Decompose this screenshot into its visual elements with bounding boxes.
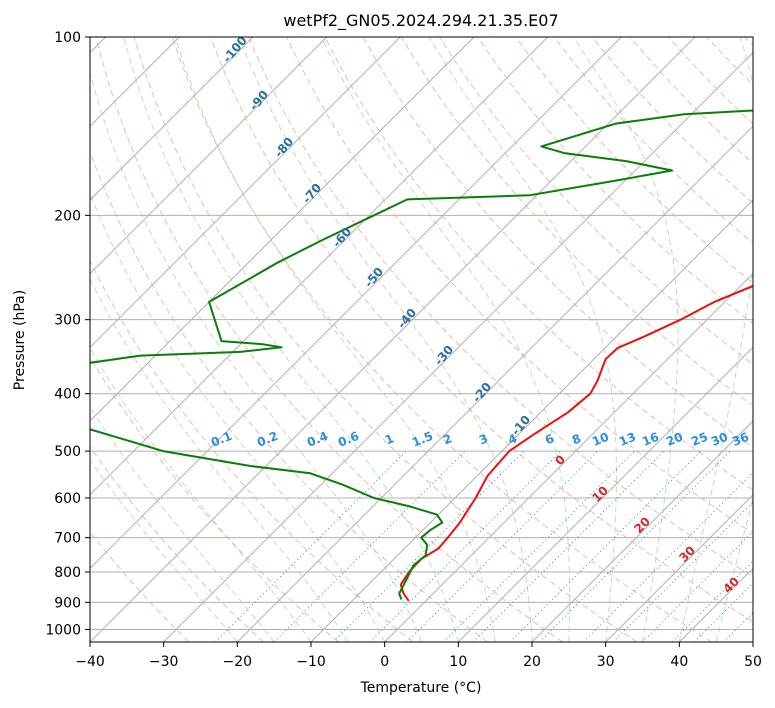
isotherm-line <box>90 37 328 275</box>
moist-adiabat-line <box>678 37 753 642</box>
background-lines <box>90 37 753 642</box>
dry-adiabat-line <box>90 259 414 642</box>
isotherm-line <box>457 346 753 642</box>
mixing-ratio-line <box>693 582 753 642</box>
x-tick-label: −40 <box>75 654 105 670</box>
y-tick-label: 400 <box>54 387 81 403</box>
mixing-ratio-label: 30 <box>709 430 730 449</box>
mixing-ratio-line <box>472 450 665 642</box>
moist-adiabat-line <box>90 406 275 642</box>
isotherm-line <box>90 37 401 349</box>
moist-adiabat-line <box>238 37 533 642</box>
x-tick-label: −10 <box>296 654 326 670</box>
x-tick-label: 30 <box>597 654 615 670</box>
x-axis: −40 −30 −20 −10 0 10 20 30 40 50 <box>75 642 762 670</box>
isotherm-line <box>90 37 475 422</box>
y-tick-label: 100 <box>54 30 81 46</box>
mixing-ratio-line <box>583 471 753 642</box>
isotherm-line <box>90 37 622 570</box>
mixing-ratio-line <box>332 450 525 642</box>
isotherm-line <box>163 51 753 642</box>
dry-adiabat-line <box>248 37 753 578</box>
moist-adiabat-line <box>320 37 571 642</box>
mixing-ratio-label: 10 <box>590 430 611 449</box>
moist-adiabat-line <box>90 278 349 642</box>
mixing-ratio-line <box>273 450 466 642</box>
y-tick-label: 800 <box>54 565 81 581</box>
y-tick-label: 600 <box>54 491 81 507</box>
y-axis: 1000 900 800 700 600 500 400 300 200 100 <box>45 30 90 638</box>
dry-adiabat-line <box>515 37 753 284</box>
mixing-ratio-line <box>214 450 407 642</box>
mixing-ratio-line <box>642 530 753 642</box>
moist-adiabat-line <box>572 37 679 642</box>
dry-adiabat-line <box>133 37 638 642</box>
x-tick-label: 10 <box>449 654 467 670</box>
mixing-ratio-line <box>671 560 753 642</box>
x-tick-label: −30 <box>149 654 179 670</box>
mixing-ratio-line <box>443 450 635 642</box>
isotherm-line <box>384 272 753 642</box>
x-tick-label: 40 <box>670 654 688 670</box>
isotherm-line <box>605 493 753 642</box>
x-tick-label: 0 <box>380 654 389 670</box>
mixing-ratio-label: 36 <box>730 430 751 449</box>
dry-adiabat-line <box>286 37 753 534</box>
y-tick-label: 300 <box>54 313 81 329</box>
y-axis-label: Pressure (hPa) <box>12 290 28 390</box>
dry-adiabat-line <box>95 37 563 642</box>
mixing-ratio-line <box>369 450 562 642</box>
moist-adiabat-line <box>90 347 312 642</box>
y-tick-label: 200 <box>54 208 81 224</box>
dry-adiabat-line <box>171 37 712 642</box>
isotherm-line <box>236 125 753 642</box>
moist-adiabat-line <box>428 37 617 642</box>
y-tick-label: 500 <box>54 444 81 460</box>
mixing-ratio-label: 25 <box>689 430 710 449</box>
mixing-ratio-label: 13 <box>617 430 638 449</box>
y-tick-label: 900 <box>54 595 81 611</box>
chart-title: wetPf2_GN05.2024.294.21.35.E07 <box>283 11 558 31</box>
x-tick-label: 20 <box>523 654 541 670</box>
y-tick-label: 1000 <box>45 622 81 638</box>
mixing-ratio-line <box>612 501 753 642</box>
isotherm-line <box>531 420 753 642</box>
moist-adiabat-line <box>90 70 422 642</box>
sounding-series <box>90 109 753 602</box>
y-tick-label: 700 <box>54 531 81 547</box>
isotherm-line <box>90 37 549 496</box>
dry-adiabat-line <box>324 37 753 491</box>
mixing-ratio-line <box>539 450 731 642</box>
plot-frame <box>89 36 754 643</box>
moist-adiabat-line <box>90 459 238 642</box>
x-tick-label: −20 <box>223 654 253 670</box>
dry-adiabat-line <box>210 37 753 623</box>
mixing-ratio-line <box>406 450 599 642</box>
mixing-ratio-label: 20 <box>664 430 685 449</box>
temperature-line <box>399 284 753 602</box>
mixing-ratio-line <box>509 450 702 642</box>
x-axis-label: Temperature (°C) <box>360 680 482 696</box>
dry-adiabat-line <box>90 445 264 642</box>
moist-adiabat-line <box>715 497 753 642</box>
moist-adiabat-line <box>90 192 386 642</box>
isotherm-line <box>90 37 254 201</box>
moist-adiabat-line <box>123 37 459 642</box>
dewpoint-line <box>90 109 753 600</box>
mixing-ratio-lines <box>214 450 753 642</box>
x-tick-label: 50 <box>744 654 762 670</box>
mixing-ratio-label: 16 <box>640 430 661 449</box>
moist-adiabat-line <box>174 37 496 642</box>
dry-adiabat-line <box>90 356 339 642</box>
